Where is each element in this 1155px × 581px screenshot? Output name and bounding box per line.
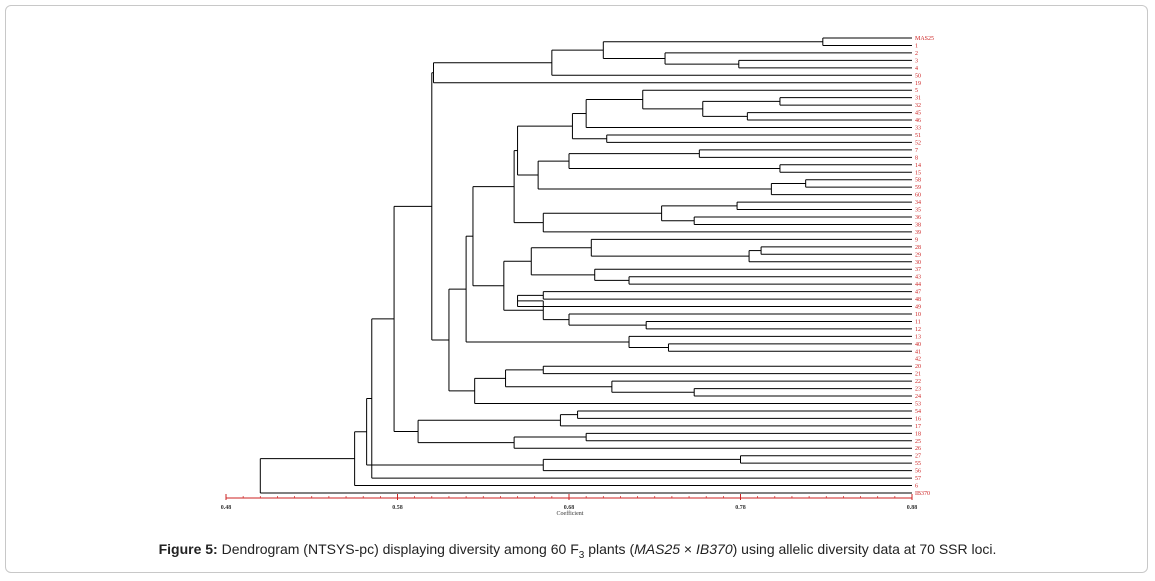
leaf-label: 17 [915,424,921,430]
leaf-label: 23 [915,387,921,393]
figure-caption: Figure 5: Dendrogram (NTSYS-pc) displayi… [0,541,1155,561]
leaf-label: 35 [915,208,921,214]
leaf-label: 40 [915,342,921,348]
leaf-label: IB370 [915,491,930,497]
leaf-label: 48 [915,297,921,303]
leaf-label: 51 [915,133,921,139]
leaf-label: 56 [915,469,921,475]
leaf-label: 6 [915,484,918,490]
dendrogram-branches [259,37,912,494]
leaf-label: 12 [915,327,921,333]
leaf-label: 32 [915,103,921,109]
coefficient-axis: 0.48 0.58 0.68 0.78 0.88 [221,494,918,511]
caption-text-2: plants ( [584,541,635,557]
leaf-label: 36 [915,215,921,221]
leaf-label: 55 [915,461,921,467]
leaf-label: 47 [915,290,921,296]
leaf-label: 27 [915,454,921,460]
leaf-label: 1 [915,43,918,49]
leaf-label: 58 [915,178,921,184]
leaf-labels: MAS2512345019531324546335152781415585960… [915,36,934,497]
axis-tick-label: 0.68 [564,505,575,511]
leaf-label: 52 [915,140,921,146]
leaf-label: 2 [915,51,918,57]
axis-title: Coefficient [557,510,584,517]
leaf-label: 4 [915,66,918,72]
leaf-label: 59 [915,185,921,191]
leaf-label: 31 [915,96,921,102]
leaf-label: 45 [915,111,921,117]
leaf-label: 15 [915,170,921,176]
leaf-label: 20 [915,364,921,370]
leaf-label: 38 [915,222,921,228]
axis-tick-label: 0.88 [907,505,918,511]
leaf-label: 13 [915,334,921,340]
leaf-label: 42 [915,357,921,363]
leaf-label: 49 [915,305,921,311]
caption-parent-1: MAS25 [634,541,681,557]
leaf-label: 57 [915,476,921,482]
leaf-label: 9 [915,237,918,243]
leaf-label: 21 [915,372,921,378]
leaf-label: 41 [915,349,921,355]
caption-parent-2: IB370 [696,541,733,557]
leaf-label: 16 [915,416,921,422]
axis-tick-label: 0.78 [735,505,746,511]
leaf-label: 44 [915,282,921,288]
leaf-label: 25 [915,439,921,445]
leaf-label: 53 [915,401,921,407]
leaf-label: 37 [915,267,921,273]
leaf-label: 18 [915,431,921,437]
leaf-label: MAS25 [915,36,934,42]
leaf-label: 7 [915,148,918,154]
leaf-label: 19 [915,81,921,87]
leaf-label: 22 [915,379,921,385]
leaf-label: 29 [915,252,921,258]
axis-tick-label: 0.48 [221,505,232,511]
leaf-label: 50 [915,73,921,79]
caption-text-3: ) using allelic diversity data at 70 SSR… [732,541,997,557]
leaf-label: 11 [915,319,921,325]
leaf-label: 8 [915,155,918,161]
leaf-label: 60 [915,193,921,199]
leaf-label: 33 [915,126,921,132]
leaf-label: 54 [915,409,921,415]
leaf-label: 26 [915,446,921,452]
leaf-label: 43 [915,275,921,281]
leaf-label: 46 [915,118,921,124]
leaf-label: 5 [915,88,918,94]
axis-tick-label: 0.58 [392,505,403,511]
caption-label: Figure 5: [158,541,218,557]
caption-times: × [680,541,697,557]
caption-text-1: Dendrogram (NTSYS-pc) displaying diversi… [217,541,579,557]
leaf-label: 3 [915,58,918,64]
leaf-label: 10 [915,312,921,318]
leaf-label: 24 [915,394,921,400]
leaf-label: 39 [915,230,921,236]
leaf-label: 28 [915,245,921,251]
caption-subscript: 3 [578,549,585,561]
leaf-label: 30 [915,260,921,266]
leaf-label: 14 [915,163,921,169]
leaf-label: 34 [915,200,921,206]
